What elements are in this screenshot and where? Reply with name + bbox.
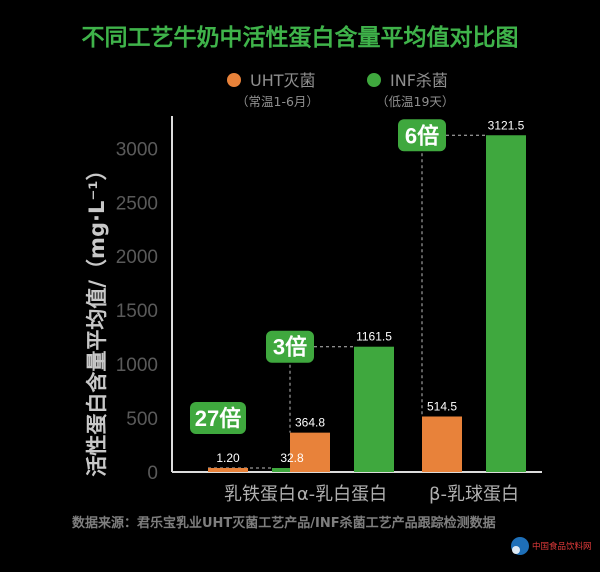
category-label: 乳铁蛋白: [224, 484, 296, 505]
value-label: 514.5: [427, 399, 457, 413]
ratio-badge: [266, 330, 314, 363]
bar-uht: [290, 432, 330, 472]
value-label: 3121.5: [488, 118, 525, 132]
ratio-badge: [190, 402, 246, 434]
y-axis-label: 活性蛋白含量平均值/（mg·L⁻¹）: [85, 159, 109, 476]
category-label: β-乳球蛋白: [429, 484, 519, 505]
bar-inf: [354, 346, 394, 472]
watermark: 中国食品饮料网: [511, 537, 592, 555]
y-tick-label: 0: [147, 463, 158, 484]
value-label: 364.8: [295, 416, 325, 430]
legend-uht-label: UHT灭菌: [250, 71, 316, 90]
value-labels: 1.20 32.8 364.8 1161.5 514.5 3121.5: [216, 118, 524, 465]
legend: UHT灭菌 （常温1-6月） INF杀菌 （低温19天）: [227, 71, 454, 109]
value-label: 1161.5: [356, 330, 392, 344]
value-label: 32.8: [280, 451, 304, 465]
y-tick-label: 1500: [116, 301, 158, 322]
ratio-badge: [398, 119, 446, 152]
watermark-text: 中国食品饮料网: [532, 541, 592, 552]
legend-uht-note: （常温1-6月）: [236, 94, 319, 109]
legend-uht-swatch: [227, 73, 241, 87]
legend-inf-note: （低温19天）: [376, 94, 454, 109]
chart-title: 不同工艺牛奶中活性蛋白含量平均值对比图: [82, 24, 519, 51]
y-tick-label: 1000: [116, 355, 158, 376]
ratio-badge-label: 3倍: [273, 335, 307, 360]
ratio-badges: 27倍 3倍 6倍: [190, 119, 446, 434]
y-tick-label: 2000: [116, 247, 158, 268]
bar-uht: [422, 416, 462, 472]
legend-inf-swatch: [367, 73, 381, 87]
y-tick-label: 500: [126, 409, 158, 430]
legend-inf-label: INF杀菌: [390, 71, 448, 90]
category-label: α-乳白蛋白: [297, 484, 387, 505]
value-label: 1.20: [216, 451, 240, 465]
bar-inf: [486, 135, 526, 473]
ratio-badge-label: 27倍: [195, 406, 241, 431]
y-ticks: 0 500 1000 1500 2000 2500 3000: [116, 139, 158, 484]
watermark-drop-icon: [512, 546, 520, 554]
source-note: 数据来源：君乐宝乳业UHT灭菌工艺产品/INF杀菌工艺产品跟踪检测数据: [72, 515, 496, 531]
ratio-badge-label: 6倍: [405, 123, 439, 148]
y-tick-label: 3000: [116, 139, 158, 160]
bars: [208, 135, 526, 473]
bar-uht: [208, 468, 248, 472]
y-tick-label: 2500: [116, 193, 158, 214]
category-labels: 乳铁蛋白 α-乳白蛋白 β-乳球蛋白: [224, 484, 519, 505]
